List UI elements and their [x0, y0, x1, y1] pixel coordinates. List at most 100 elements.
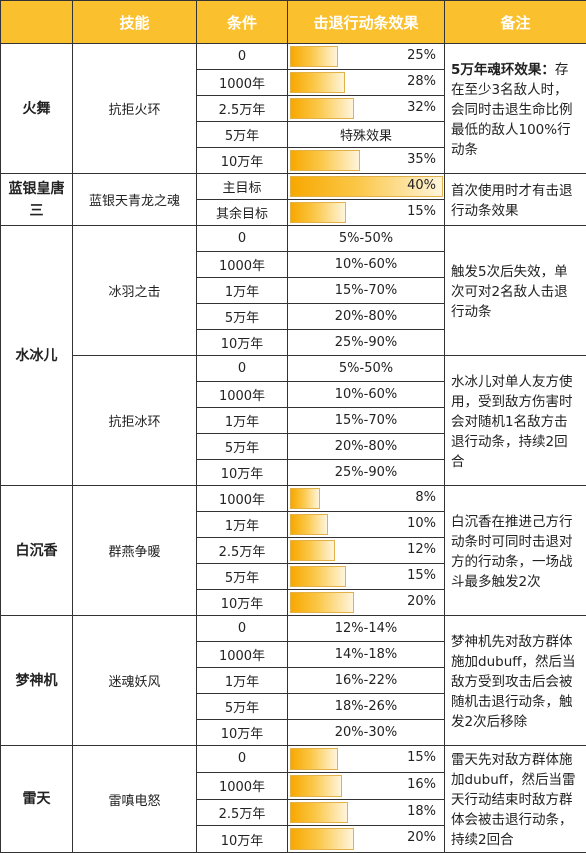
effect-value: 25%-90%	[335, 335, 397, 350]
effect-cell: 20%	[288, 590, 445, 616]
effect-bar	[290, 150, 360, 171]
effect-cell: 25%	[288, 44, 445, 70]
effect-cell: 15%	[288, 746, 445, 773]
effect-cell: 16%-22%	[288, 668, 445, 694]
skill-name: 抗拒冰环	[73, 356, 197, 486]
condition-cell: 1000年	[197, 642, 288, 668]
condition-cell: 2.5万年	[197, 538, 288, 564]
condition-cell: 1000年	[197, 252, 288, 278]
header-note: 备注	[445, 1, 586, 44]
note-text: 水冰儿对单人友方使用，受到敌方伤害时会对随机1名敌方击退行动条，持续2回合	[451, 374, 573, 470]
effect-bar	[290, 98, 354, 119]
effect-bar	[290, 488, 320, 509]
note-cell: 5万年魂环效果：存在至少3名敌人时，会同时击退生命比例最低的敌人100%行动条	[445, 44, 586, 174]
effect-value: 20%	[407, 826, 436, 850]
effect-cell: 5%-50%	[288, 226, 445, 252]
effect-value: 20%-80%	[335, 439, 397, 454]
effect-cell: 40%	[288, 174, 445, 200]
header-skill: 技能	[73, 1, 197, 44]
header-effect: 击退行动条效果	[288, 1, 445, 44]
effect-bar	[290, 748, 338, 770]
effect-value: 15%	[407, 200, 436, 224]
condition-cell: 5万年	[197, 304, 288, 330]
condition-cell: 0	[197, 226, 288, 252]
effect-bar	[290, 802, 348, 824]
effect-cell: 20%-80%	[288, 304, 445, 330]
effect-cell: 15%	[288, 200, 445, 226]
condition-cell: 1000年	[197, 486, 288, 512]
effect-value: 20%	[407, 590, 436, 614]
effect-cell: 10%	[288, 512, 445, 538]
effect-bar	[290, 828, 354, 850]
note-text: 首次使用时才有击退行动条效果	[451, 183, 573, 219]
effect-cell: 18%-26%	[288, 694, 445, 720]
condition-cell: 1万年	[197, 408, 288, 434]
note-cell: 梦神机先对敌方群体施加dubuff，然后当敌方受到攻击后会被随机击退行动条，触发…	[445, 616, 586, 746]
skill-name: 冰羽之击	[73, 226, 197, 356]
condition-cell: 0	[197, 746, 288, 773]
header-cond: 条件	[197, 1, 288, 44]
effect-cell: 16%	[288, 772, 445, 799]
effect-cell: 15%-70%	[288, 408, 445, 434]
condition-cell: 5万年	[197, 694, 288, 720]
note-highlight: 5万年魂环效果：	[451, 62, 555, 78]
note-text: 雷天先对敌方群体施加dubuff，然后当雷天行动结束时敌方群体会被击退行动条，持…	[451, 752, 576, 848]
effect-value: 10%-60%	[335, 257, 397, 272]
condition-cell: 10万年	[197, 460, 288, 486]
effect-value: 18%	[407, 800, 436, 824]
condition-cell: 5万年	[197, 564, 288, 590]
effect-bar	[290, 540, 335, 561]
note-cell: 首次使用时才有击退行动条效果	[445, 174, 586, 226]
effect-cell: 12%-14%	[288, 616, 445, 642]
effect-cell: 25%-90%	[288, 460, 445, 486]
effect-value: 20%-30%	[335, 725, 397, 740]
skill-name: 迷魂妖风	[73, 616, 197, 746]
note-text: 白沉香在推进己方行动条时可同时击退对方的行动条，一场战斗最多触发2次	[451, 514, 573, 590]
condition-cell: 其余目标	[197, 200, 288, 226]
effect-value: 20%-80%	[335, 309, 397, 324]
condition-cell: 1000年	[197, 70, 288, 96]
effect-value: 8%	[415, 486, 436, 510]
condition-cell: 1000年	[197, 382, 288, 408]
effect-cell: 32%	[288, 96, 445, 122]
condition-cell: 10万年	[197, 148, 288, 174]
effect-cell: 20%	[288, 826, 445, 853]
effect-value: 16%-22%	[335, 673, 397, 688]
effect-cell: 14%-18%	[288, 642, 445, 668]
effect-cell: 12%	[288, 538, 445, 564]
condition-cell: 2.5万年	[197, 799, 288, 826]
effect-value: 25%-90%	[335, 465, 397, 480]
effect-value: 18%-26%	[335, 699, 397, 714]
effect-bar	[290, 202, 346, 223]
skill-name: 蓝银天青龙之魂	[73, 174, 197, 226]
effect-value: 15%-70%	[335, 413, 397, 428]
note-cell: 白沉香在推进己方行动条时可同时击退对方的行动条，一场战斗最多触发2次	[445, 486, 586, 616]
condition-cell: 2.5万年	[197, 96, 288, 122]
effect-value: 28%	[407, 70, 436, 94]
effect-bar	[290, 592, 354, 613]
effect-cell: 特殊效果	[288, 122, 445, 148]
character-name: 火舞	[1, 44, 73, 174]
effect-value: 12%	[407, 538, 436, 562]
character-name: 蓝银皇唐三	[1, 174, 73, 226]
character-name: 水冰儿	[1, 226, 73, 486]
effect-value: 15%	[407, 564, 436, 588]
header-char	[1, 1, 73, 44]
condition-cell: 0	[197, 616, 288, 642]
effect-cell: 15%-70%	[288, 278, 445, 304]
effect-cell: 25%-90%	[288, 330, 445, 356]
effect-cell: 10%-60%	[288, 252, 445, 278]
effect-value: 25%	[407, 44, 436, 68]
effect-value: 10%-60%	[335, 387, 397, 402]
effect-bar	[290, 566, 346, 587]
note-cell: 水冰儿对单人友方使用，受到敌方伤害时会对随机1名敌方击退行动条，持续2回合	[445, 356, 586, 486]
effect-cell: 15%	[288, 564, 445, 590]
skill-name: 雷嗔电怒	[73, 746, 197, 853]
condition-cell: 10万年	[197, 720, 288, 746]
